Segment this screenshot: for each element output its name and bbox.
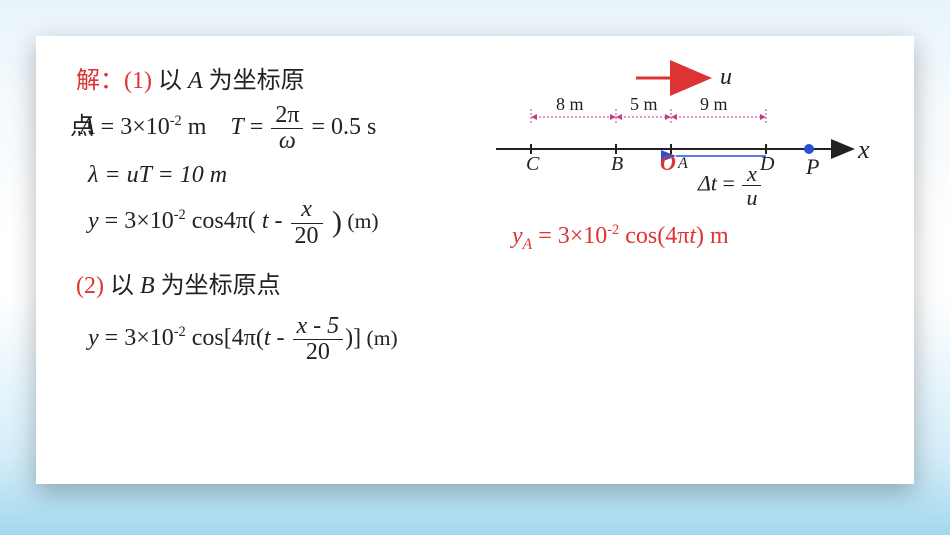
line4-p1: = 3×10 xyxy=(99,209,174,235)
line-6: y = 3×10-2 cos[4π(t - x - 520)] (m) xyxy=(88,314,506,365)
line-5: (2) 以 B 为坐标原点 xyxy=(76,265,506,300)
ya-equation: yA = 3×10-2 cos(4πt) m xyxy=(512,222,886,254)
line2-unit: m xyxy=(182,114,207,140)
line4-minus: - xyxy=(269,209,289,235)
ya-p2: cos(4π xyxy=(619,223,689,249)
left-column: 解：(1) 以 A 为坐标原 点A = 3×10-2 m T = 2πω = 0… xyxy=(76,60,506,373)
dist-9m: 9 m xyxy=(700,94,728,114)
line4-frac-num: x xyxy=(291,197,323,222)
line1-text-b: 为坐标原 xyxy=(203,68,305,94)
line2-frac: 2πω xyxy=(271,103,303,154)
line4-y: y xyxy=(88,209,99,235)
slide-card: 解：(1) 以 A 为坐标原 点A = 3×10-2 m T = 2πω = 0… xyxy=(36,36,914,484)
line2-frac-den: ω xyxy=(271,128,303,154)
line5-text-a: 以 xyxy=(104,273,140,299)
solution-prefix: 解： xyxy=(76,68,124,94)
label-O: O xyxy=(660,150,676,175)
label-x: x xyxy=(857,135,870,164)
line4-frac: x20 xyxy=(291,197,323,248)
line6-t: t xyxy=(264,325,271,351)
label-A: A xyxy=(677,155,688,172)
line5-B: B xyxy=(140,273,155,299)
line2-exp: -2 xyxy=(170,113,182,129)
ya-sub: A xyxy=(523,236,533,253)
line4-close: ) xyxy=(325,206,343,239)
u-label: u xyxy=(720,64,732,90)
part1-number: (1) xyxy=(124,68,152,94)
line2-frac-num: 2π xyxy=(271,103,303,128)
line2-rhs: = 3×10 xyxy=(95,114,170,140)
line-4: y = 3×10-2 cos4π( t - x20 ) (m) xyxy=(88,197,506,248)
line1-text-a: 以 xyxy=(152,68,188,94)
dt-den: u xyxy=(742,185,761,209)
ya-y: y xyxy=(512,223,523,249)
line6-exp: -2 xyxy=(174,324,186,340)
dt-frac: xu xyxy=(742,162,761,209)
line2-after: = 0.5 s xyxy=(305,114,376,140)
ya-close: ) m xyxy=(696,223,729,249)
slide-content: 解：(1) 以 A 为坐标原 点A = 3×10-2 m T = 2πω = 0… xyxy=(36,36,914,484)
dt-label: Δt xyxy=(698,171,717,196)
line2-A: A xyxy=(80,114,95,140)
line4-exp: -2 xyxy=(174,208,186,224)
line2-T: T xyxy=(230,114,243,140)
line-1: 解：(1) 以 A 为坐标原 xyxy=(76,60,506,95)
line4-frac-den: 20 xyxy=(291,223,323,249)
part2-number: (2) xyxy=(76,273,104,299)
dt-num: x xyxy=(742,162,761,185)
line6-frac: x - 520 xyxy=(293,314,344,365)
line3-eq: = uT = 10 m xyxy=(98,162,227,188)
line6-minus: - xyxy=(271,325,291,351)
line4-p2: cos4π( xyxy=(186,209,262,235)
label-B: B xyxy=(611,153,623,175)
line1-A: A xyxy=(188,68,203,94)
ya-p1: = 3×10 xyxy=(532,223,607,249)
line5-text-b: 为坐标原点 xyxy=(155,273,281,299)
axis-svg: u xyxy=(496,54,886,204)
ya-exp: -2 xyxy=(607,222,619,238)
point-P xyxy=(804,144,814,154)
axis-diagram: u xyxy=(496,54,886,204)
line6-frac-den: 20 xyxy=(293,339,344,365)
line2-Teq: = xyxy=(244,114,270,140)
dt-equation: Δt = xu xyxy=(698,162,763,209)
line6-p2: cos[4π( xyxy=(186,325,264,351)
line6-frac-num: x - 5 xyxy=(293,314,344,339)
line-2: 点A = 3×10-2 m T = 2πω = 0.5 s xyxy=(70,103,506,154)
line6-p1: = 3×10 xyxy=(99,325,174,351)
line6-close: )] xyxy=(345,325,361,351)
dist-5m: 5 m xyxy=(630,94,658,114)
label-C: C xyxy=(526,153,540,175)
line4-unit: (m) xyxy=(342,210,379,234)
line6-unit: (m) xyxy=(361,326,398,350)
line4-t: t xyxy=(262,209,269,235)
dt-eq: = xyxy=(717,171,740,196)
dist-8m: 8 m xyxy=(556,94,584,114)
label-P: P xyxy=(805,154,819,179)
line3-lambda: λ xyxy=(88,162,98,188)
line-3: λ = uT = 10 m xyxy=(88,162,506,189)
right-column: u xyxy=(496,54,886,254)
line6-y: y xyxy=(88,325,99,351)
